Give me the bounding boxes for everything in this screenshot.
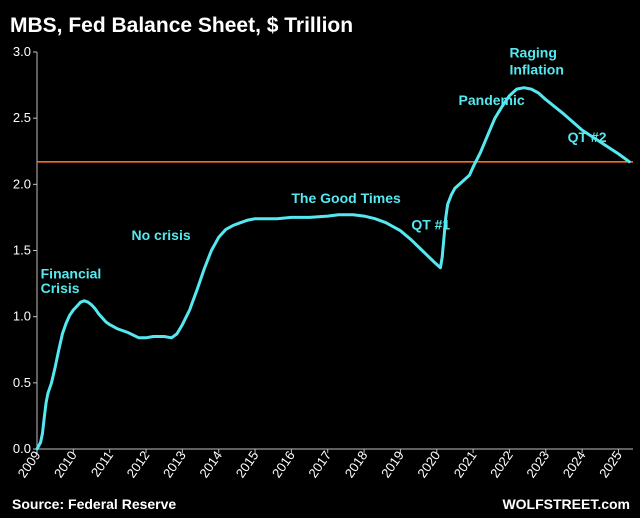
annotation-qt-2: QT #2 xyxy=(568,129,607,145)
annotation-financial-crisis-line-2: Crisis xyxy=(41,280,80,296)
annotation-financial-crisis-line-1: Financial xyxy=(41,265,102,281)
annotation-pandemic: Pandemic xyxy=(459,92,525,108)
source-label: Source: Federal Reserve xyxy=(12,496,176,512)
y-tick-label: 1.5 xyxy=(13,243,31,258)
brand-label: WOLFSTREET.com xyxy=(502,496,630,512)
series-line-mbs xyxy=(35,86,631,451)
annotation-no-crisis: No crisis xyxy=(131,227,190,243)
y-tick-label: 0.0 xyxy=(13,441,31,456)
y-tick-label: 2.5 xyxy=(13,110,31,125)
annotation-good-times: The Good Times xyxy=(291,190,401,206)
y-tick-label: 0.5 xyxy=(13,375,31,390)
y-tick-label: 1.0 xyxy=(13,309,31,324)
annotation-raging-line-1: Raging xyxy=(509,44,556,60)
annotation-raging-line-2: Inflation xyxy=(509,61,563,77)
y-tick-label: 3.0 xyxy=(13,44,31,59)
annotation-qt-1: QT #1 xyxy=(411,216,450,232)
chart-title: MBS, Fed Balance Sheet, $ Trillion xyxy=(10,14,353,37)
y-axis-ticks: 0.0 0.5 1.0 1.5 2.0 2.5 3.0 xyxy=(13,44,37,456)
y-tick-label: 2.0 xyxy=(13,176,31,191)
